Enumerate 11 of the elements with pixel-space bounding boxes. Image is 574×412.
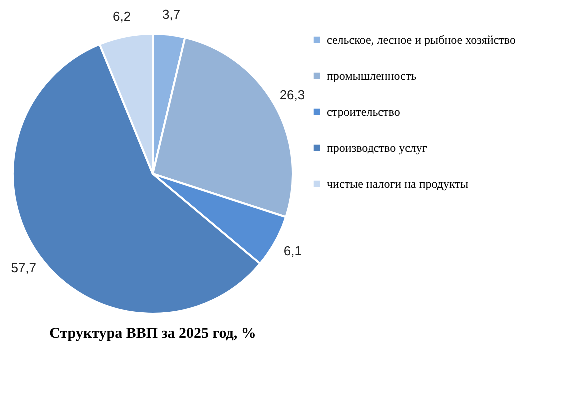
text: Структура ВВП за 2025 год, % xyxy=(50,326,256,342)
legend-label: строительство xyxy=(327,105,400,119)
legend-label: производство услуг xyxy=(327,141,428,155)
data-label: 3,7 xyxy=(162,7,181,22)
data-label: 57,7 xyxy=(11,260,37,276)
legend-label: сельское, лесное и рыбное хозяйство xyxy=(327,33,516,47)
legend-label: чистые налоги на продукты xyxy=(327,177,469,191)
legend-label: промышленность xyxy=(327,69,418,83)
data-label: 6,1 xyxy=(284,244,302,259)
data-label: 26,3 xyxy=(280,88,306,103)
data-label: 6,2 xyxy=(112,9,132,24)
